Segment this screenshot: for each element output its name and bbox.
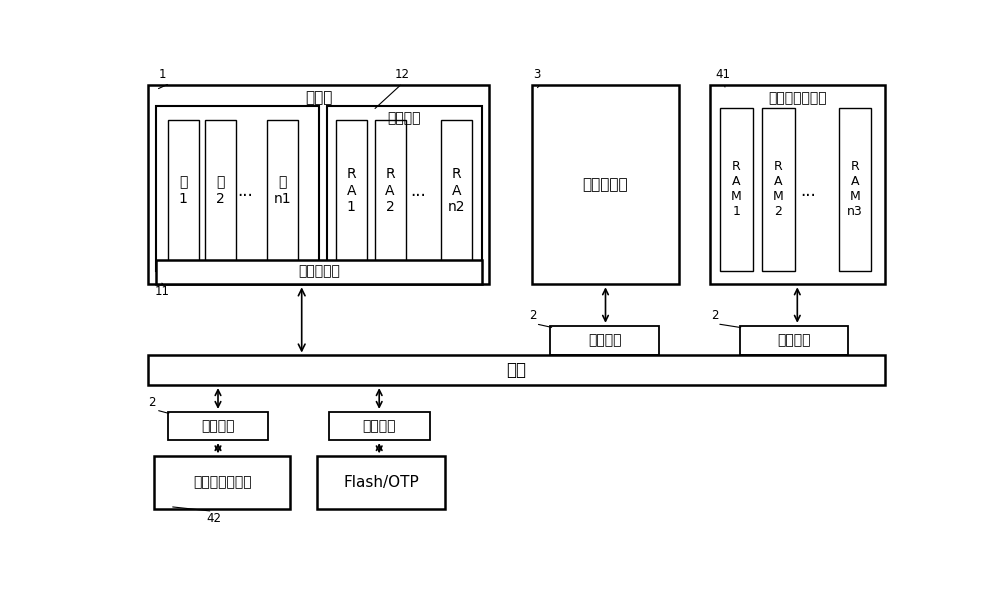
Bar <box>154 456 290 509</box>
Text: ...: ... <box>410 181 426 199</box>
Bar <box>168 412 268 440</box>
Text: 42: 42 <box>206 512 221 525</box>
Bar <box>550 325 659 355</box>
Bar <box>329 412 430 440</box>
Text: 域控制器: 域控制器 <box>362 419 396 433</box>
Bar <box>740 325 848 355</box>
Text: 只读存储器: 只读存储器 <box>583 177 628 192</box>
Bar <box>156 259 482 284</box>
Text: ...: ... <box>237 181 253 199</box>
Text: 片外随机存储器: 片外随机存储器 <box>193 475 252 490</box>
Text: 域控制器: 域控制器 <box>588 334 621 347</box>
Bar <box>532 85 679 284</box>
Bar <box>148 355 885 385</box>
Text: R
A
M
n3: R A M n3 <box>847 161 863 218</box>
Bar <box>156 106 319 271</box>
Bar <box>710 85 885 284</box>
Text: R
A
1: R A 1 <box>346 167 356 214</box>
Text: ...: ... <box>801 181 816 199</box>
Bar <box>326 106 482 271</box>
Text: 片内随机存储器: 片内随机存储器 <box>768 91 827 105</box>
Bar <box>205 120 236 262</box>
Text: 核
n1: 核 n1 <box>274 176 291 206</box>
Text: 41: 41 <box>716 68 731 82</box>
Text: 12: 12 <box>395 68 410 82</box>
Bar <box>148 85 489 284</box>
Text: 处理器: 处理器 <box>305 90 332 105</box>
Text: 寄存器组: 寄存器组 <box>387 112 421 126</box>
Text: R
A
M
1: R A M 1 <box>731 161 742 218</box>
Text: 2: 2 <box>530 309 537 322</box>
Bar <box>441 120 472 262</box>
Text: 调度管理器: 调度管理器 <box>298 265 340 278</box>
Bar <box>375 120 406 262</box>
Text: 总线: 总线 <box>506 361 526 380</box>
Text: Flash/OTP: Flash/OTP <box>343 475 419 490</box>
Text: 域控制器: 域控制器 <box>201 419 235 433</box>
Bar <box>720 108 753 271</box>
Bar <box>839 108 871 271</box>
Text: 3: 3 <box>533 68 541 82</box>
Text: R
A
n2: R A n2 <box>448 167 465 214</box>
Text: 1: 1 <box>158 68 166 82</box>
Bar <box>336 120 367 262</box>
Text: 11: 11 <box>154 286 169 298</box>
Text: 核
2: 核 2 <box>216 176 225 206</box>
Text: 2: 2 <box>148 396 156 409</box>
Bar <box>762 108 795 271</box>
Text: R
A
2: R A 2 <box>385 167 395 214</box>
Bar <box>267 120 298 262</box>
Bar <box>317 456 445 509</box>
Text: R
A
M
2: R A M 2 <box>773 161 784 218</box>
Text: 2: 2 <box>711 309 718 322</box>
Bar <box>168 120 199 262</box>
Text: 域控制器: 域控制器 <box>777 334 811 347</box>
Text: 核
1: 核 1 <box>179 176 188 206</box>
